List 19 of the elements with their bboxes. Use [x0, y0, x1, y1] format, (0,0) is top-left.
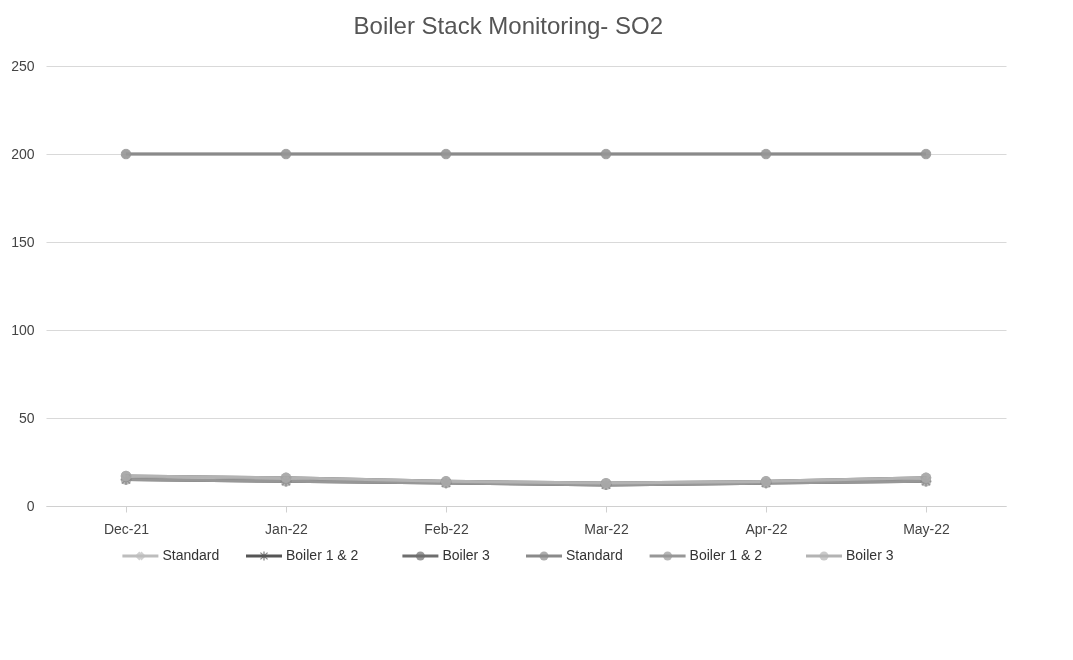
y-tick-label: 0	[26, 497, 35, 514]
x-tick-label: Jan-22	[265, 520, 309, 537]
legend-label: Boiler 3	[846, 547, 894, 563]
legend-label: Boiler 3	[442, 547, 491, 563]
legend-label: Standard	[566, 547, 623, 563]
y-tick-label: 50	[18, 409, 35, 426]
x-tick-label: Feb-22	[424, 520, 469, 537]
y-tick-label: 200	[11, 145, 35, 162]
legend-label: Boiler 1 & 2	[286, 547, 359, 563]
x-tick-label: Apr-22	[745, 520, 788, 537]
x-tick-label: Dec-21	[103, 520, 150, 537]
legend-label: Boiler 1 & 2	[689, 547, 763, 563]
x-tick-label: Mar-22	[584, 520, 629, 537]
y-tick-label: 150	[11, 233, 35, 250]
y-tick-label: 250	[11, 57, 35, 74]
chart-title: Boiler Stack Monitoring- SO2	[353, 12, 664, 39]
y-tick-label: 100	[11, 321, 35, 338]
x-tick-label: May-22	[903, 520, 951, 537]
legend-label: Standard	[162, 547, 220, 563]
